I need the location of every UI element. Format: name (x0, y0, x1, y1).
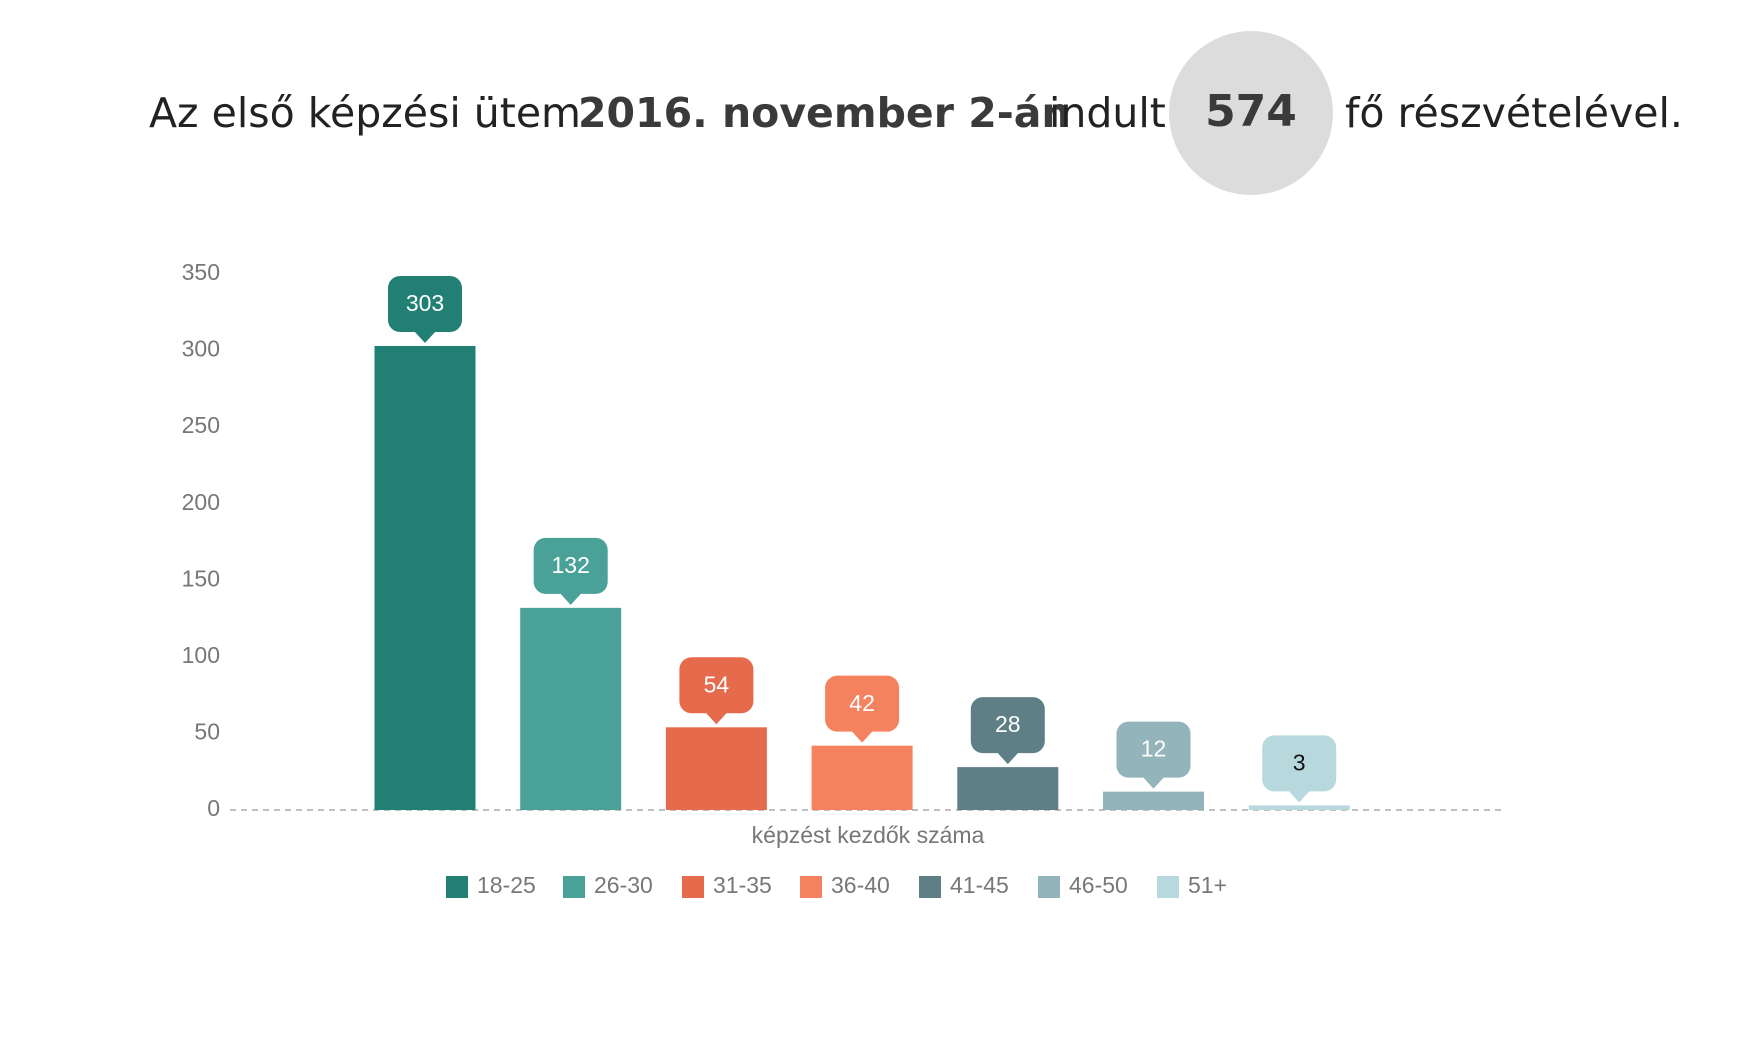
value-label: 303 (406, 290, 444, 316)
legend-label: 41-45 (950, 872, 1009, 898)
headline-verb: indult (1049, 89, 1166, 137)
y-tick-label: 150 (182, 565, 220, 591)
legend-swatch (1038, 876, 1060, 898)
headline-count: 574 (1205, 86, 1297, 137)
legend-label: 46-50 (1069, 872, 1128, 898)
legend-swatch (563, 876, 585, 898)
callout (970, 697, 1045, 754)
value-label: 54 (704, 671, 730, 697)
y-tick-label: 0 (207, 795, 220, 821)
bar (811, 745, 913, 810)
callout-pointer (851, 730, 874, 743)
x-axis-label: képzést kezdők száma (752, 822, 985, 848)
count-circle (1169, 31, 1333, 195)
value-label: 28 (995, 711, 1021, 737)
legend-label: 18-25 (477, 872, 536, 898)
callout (533, 537, 608, 594)
callout-pointer (705, 712, 728, 725)
legend-swatch (800, 876, 822, 898)
y-tick-label: 350 (182, 259, 220, 285)
legend-swatch (919, 876, 941, 898)
callout-pointer (414, 330, 436, 343)
callout (388, 275, 462, 332)
bar (520, 607, 622, 810)
y-tick-label: 300 (182, 336, 220, 362)
value-label: 3 (1293, 749, 1306, 775)
legend-label: 31-35 (713, 872, 772, 898)
y-tick-label: 50 (194, 719, 220, 745)
bar (1248, 805, 1350, 810)
legend-swatch (682, 876, 704, 898)
bar (957, 767, 1059, 810)
callout (825, 675, 900, 732)
value-label: 12 (1141, 736, 1167, 762)
y-tick-label: 200 (182, 489, 220, 515)
callout-pointer (1142, 776, 1165, 789)
callout-pointer (1288, 790, 1311, 803)
callout (1262, 735, 1337, 792)
callout (1116, 721, 1191, 778)
headline-outro: fő részvételével. (1345, 89, 1683, 137)
headline-date: 2016. november 2-án (578, 89, 1071, 137)
value-label: 132 (552, 552, 590, 578)
legend-swatch (1157, 876, 1179, 898)
bar (665, 727, 767, 810)
callout-pointer (559, 592, 582, 605)
legend-label: 51+ (1188, 872, 1227, 898)
bar (374, 345, 476, 810)
legend-label: 36-40 (831, 872, 890, 898)
callout-pointer (996, 752, 1019, 765)
y-tick-label: 250 (182, 412, 220, 438)
legend-swatch (446, 876, 468, 898)
value-label: 42 (849, 690, 875, 716)
callout (679, 657, 754, 714)
bar (1103, 791, 1204, 810)
y-tick-label: 100 (182, 642, 220, 668)
headline-intro: Az első képzési ütem (149, 89, 581, 137)
legend-label: 26-30 (594, 872, 653, 898)
